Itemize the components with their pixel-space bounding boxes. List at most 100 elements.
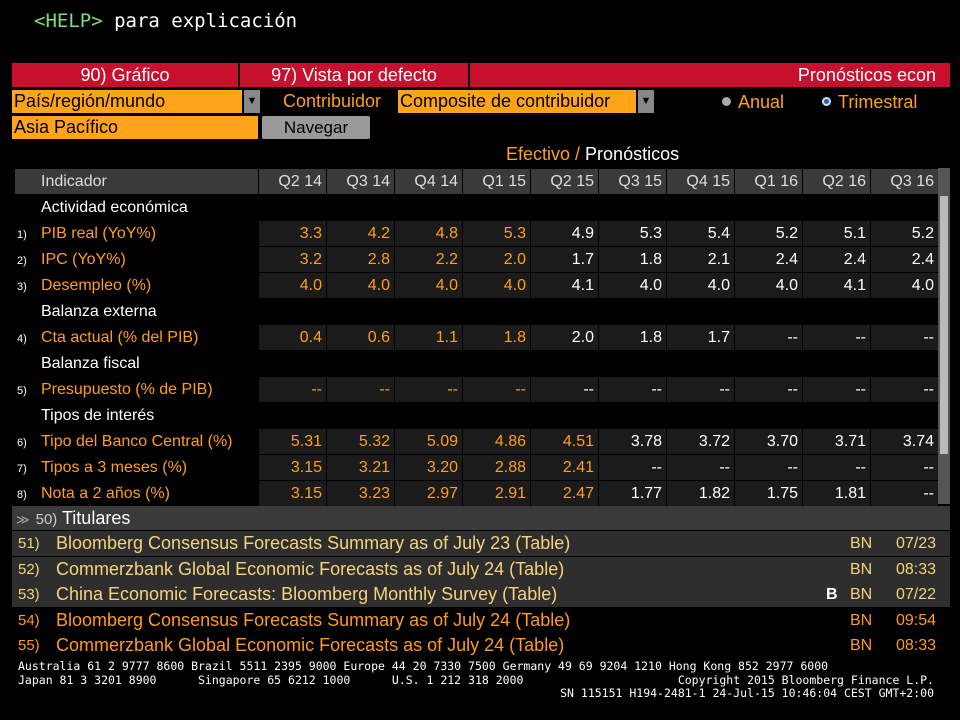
empty-cell bbox=[462, 194, 531, 221]
indicator-cell[interactable]: 7) Tipos a 3 meses (%) bbox=[14, 454, 259, 481]
column-header: Q4 14 bbox=[394, 168, 463, 195]
value-cell: 5.4 bbox=[666, 220, 735, 247]
row-number: 7) bbox=[17, 462, 27, 475]
frequency-radio[interactable]: Trimestral bbox=[822, 92, 917, 113]
value-cell: 4.0 bbox=[666, 272, 735, 299]
indicator-label: Tipo del Banco Central (%) bbox=[41, 432, 233, 450]
row-number: 6) bbox=[17, 436, 27, 449]
headline-time: 09:54 bbox=[895, 611, 936, 629]
table-row: Tipos de interés bbox=[14, 402, 939, 429]
table-row: 8) Nota a 2 años (%) 3.15 3.23 2.97 2.91 2.47 1… bbox=[14, 480, 939, 507]
headlines-bar[interactable]: ≫ 50) Titulares bbox=[12, 506, 950, 530]
value-cell: 2.0 bbox=[462, 246, 531, 273]
value-cell: 3.21 bbox=[326, 454, 395, 481]
indicator-cell[interactable]: 8) Nota a 2 años (%) bbox=[14, 480, 259, 507]
value-cell: 4.0 bbox=[462, 272, 531, 299]
empty-cell bbox=[394, 402, 463, 429]
empty-cell bbox=[802, 402, 871, 429]
headline-row[interactable]: 54) Bloomberg Consensus Forecasts Summary… bbox=[12, 607, 950, 633]
headline-title: Bloomberg Consensus Forecasts Summary as… bbox=[56, 609, 571, 630]
value-cell: 0.6 bbox=[326, 324, 395, 351]
value-cell: 4.86 bbox=[462, 428, 531, 455]
column-header: Q2 15 bbox=[530, 168, 599, 195]
value-cell: -- bbox=[870, 454, 939, 481]
value-cell: -- bbox=[870, 376, 939, 403]
headline-number: 52) bbox=[18, 560, 40, 578]
headline-row[interactable]: 52) Commerzbank Global Economic Forecasts… bbox=[12, 556, 950, 582]
value-cell: -- bbox=[598, 454, 667, 481]
headline-row[interactable]: 51) Bloomberg Consensus Forecasts Summary… bbox=[12, 531, 950, 556]
value-cell: 4.2 bbox=[326, 220, 395, 247]
value-cell: 5.3 bbox=[598, 220, 667, 247]
empty-cell bbox=[326, 350, 395, 377]
dropdown-arrow[interactable]: ▼ bbox=[244, 90, 260, 113]
value-cell: 2.97 bbox=[394, 480, 463, 507]
indicator-cell[interactable]: 3) Desempleo (%) bbox=[14, 272, 259, 299]
radio-label: Anual bbox=[738, 92, 785, 112]
value-cell: -- bbox=[870, 480, 939, 507]
headline-source: BN bbox=[850, 586, 873, 604]
footer-copyright: Copyright 2015 Bloomberg Finance L.P. bbox=[677, 673, 934, 687]
value-cell: 1.8 bbox=[598, 246, 667, 273]
indicator-label: Cta actual (% del PIB) bbox=[41, 328, 199, 346]
frequency-radio[interactable]: Anual bbox=[722, 92, 784, 113]
section-label: Balanza fiscal bbox=[14, 350, 259, 377]
scroll-thumb[interactable] bbox=[940, 196, 948, 454]
empty-cell bbox=[666, 402, 735, 429]
empty-cell bbox=[462, 402, 531, 429]
value-cell: -- bbox=[258, 376, 327, 403]
empty-cell bbox=[462, 298, 531, 325]
contributor-label: Contribuidor bbox=[283, 91, 382, 111]
value-cell: 1.8 bbox=[598, 324, 667, 351]
value-cell: 5.3 bbox=[462, 220, 531, 247]
value-cell: -- bbox=[802, 324, 871, 351]
section-label: Balanza externa bbox=[14, 298, 259, 325]
headline-source: BN bbox=[850, 611, 873, 629]
legend-actual: Efectivo / bbox=[506, 144, 581, 164]
value-cell: 1.81 bbox=[802, 480, 871, 507]
area-field[interactable]: Asia Pacífico bbox=[12, 116, 258, 139]
default-view-tab[interactable]: 97) Vista por defecto bbox=[240, 63, 470, 87]
empty-cell bbox=[666, 194, 735, 221]
value-cell: 5.2 bbox=[734, 220, 803, 247]
value-cell: 3.3 bbox=[258, 220, 327, 247]
value-cell: -- bbox=[666, 376, 735, 403]
indicator-label: IPC (YoY%) bbox=[41, 250, 126, 268]
region-dropdown[interactable]: País/región/mundo bbox=[12, 90, 242, 113]
column-header: Indicador bbox=[14, 168, 259, 195]
value-cell: 0.4 bbox=[258, 324, 327, 351]
row-number: 4) bbox=[17, 332, 27, 345]
value-cell: 3.2 bbox=[258, 246, 327, 273]
headline-row[interactable]: 53) China Economic Forecasts: Bloomberg M… bbox=[12, 582, 950, 608]
empty-cell bbox=[326, 298, 395, 325]
indicator-label: Tipos a 3 meses (%) bbox=[41, 458, 188, 476]
empty-cell bbox=[870, 298, 939, 325]
empty-cell bbox=[734, 350, 803, 377]
headline-row[interactable]: 55) Commerzbank Global Economic Forecasts… bbox=[12, 633, 950, 659]
empty-cell bbox=[598, 194, 667, 221]
help-key[interactable]: <HELP> bbox=[34, 10, 103, 32]
indicator-cell[interactable]: 6) Tipo del Banco Central (%) bbox=[14, 428, 259, 455]
indicator-cell[interactable]: 1) PIB real (YoY%) bbox=[14, 220, 259, 247]
value-cell: -- bbox=[802, 454, 871, 481]
value-cell: -- bbox=[802, 376, 871, 403]
value-cell: 3.74 bbox=[870, 428, 939, 455]
contributor-dropdown[interactable]: Composite de contribuidor bbox=[398, 90, 636, 113]
indicator-cell[interactable]: 4) Cta actual (% del PIB) bbox=[14, 324, 259, 351]
value-cell: 3.78 bbox=[598, 428, 667, 455]
value-cell: 3.71 bbox=[802, 428, 871, 455]
chart-tab[interactable]: 90) Gráfico bbox=[12, 63, 240, 87]
browse-button[interactable]: Navegar bbox=[262, 116, 370, 139]
indicator-cell[interactable]: 2) IPC (YoY%) bbox=[14, 246, 259, 273]
value-cell: 4.51 bbox=[530, 428, 599, 455]
help-text: para explicación bbox=[114, 10, 298, 32]
indicator-label: Presupuesto (% de PIB) bbox=[41, 380, 213, 398]
dropdown-arrow[interactable]: ▼ bbox=[638, 90, 654, 113]
indicator-label: Desempleo (%) bbox=[41, 276, 152, 294]
headline-time: 08:33 bbox=[895, 637, 936, 655]
table-row: 4) Cta actual (% del PIB) 0.4 0.6 1.1 1.8 2.0 1… bbox=[14, 324, 939, 351]
indicator-cell[interactable]: 5) Presupuesto (% de PIB) bbox=[14, 376, 259, 403]
value-cell: 2.88 bbox=[462, 454, 531, 481]
value-cell: 4.0 bbox=[258, 272, 327, 299]
value-cell: 2.1 bbox=[666, 246, 735, 273]
